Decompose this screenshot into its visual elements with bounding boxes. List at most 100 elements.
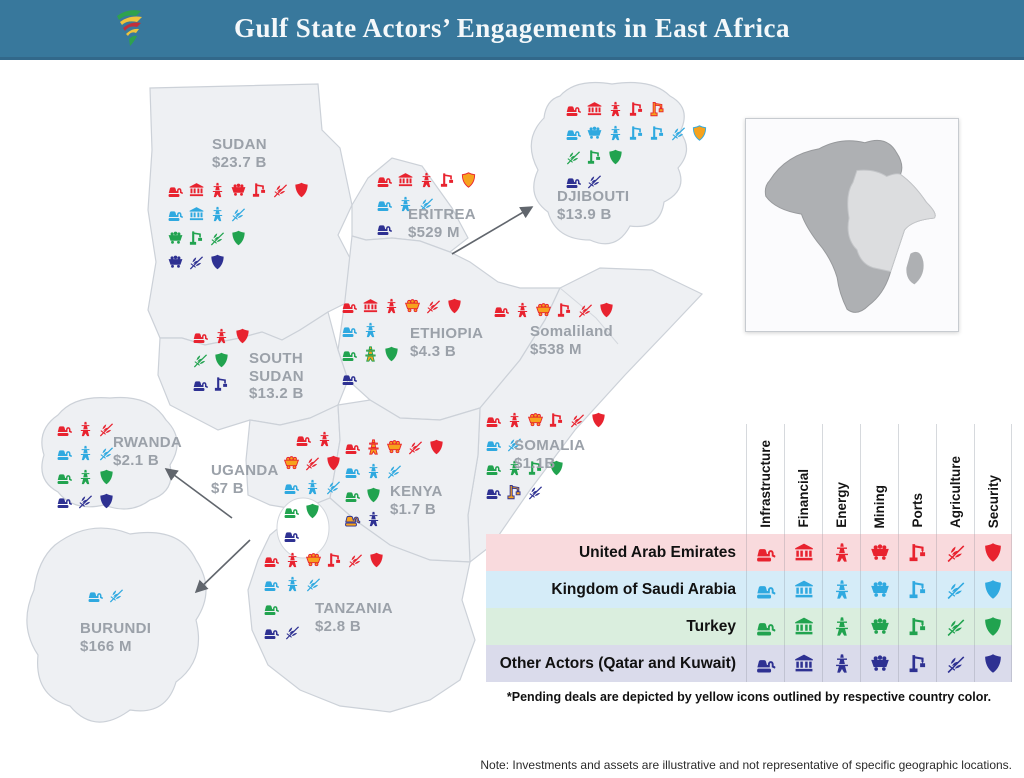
bank-icon — [792, 615, 816, 638]
legend-column-label: Ports — [910, 493, 925, 528]
mine-cart-icon — [868, 615, 892, 638]
port-crane-icon — [906, 541, 930, 564]
legend-column-label: Agriculture — [948, 455, 963, 528]
port-crane-icon — [906, 615, 930, 638]
legend-row-turkey: Turkey — [486, 608, 1012, 645]
excavator-icon — [754, 615, 778, 638]
legend-cell — [936, 571, 974, 608]
legend-row-uae: United Arab Emirates — [486, 534, 1012, 571]
wheat-icon — [944, 615, 968, 638]
legend-column-label: Security — [985, 474, 1001, 528]
arrow-to-djibouti — [451, 206, 534, 255]
legend-cell — [784, 534, 822, 571]
legend-column-header-security: Security — [974, 424, 1012, 534]
legend-cell — [974, 534, 1012, 571]
arrow-to-burundi — [194, 539, 251, 594]
legend-column-header-infrastructure: Infrastructure — [746, 424, 784, 534]
lake-victoria — [276, 497, 330, 559]
power-tower-icon — [830, 652, 854, 675]
shield-icon — [981, 652, 1005, 675]
power-tower-icon — [830, 578, 854, 601]
shield-icon — [981, 541, 1005, 564]
legend-row-label: Turkey — [686, 617, 736, 635]
legend-column-header-agriculture: Agriculture — [936, 424, 974, 534]
africa-locator-map — [745, 118, 959, 332]
wheat-icon — [944, 541, 968, 564]
legend-cell — [746, 571, 784, 608]
shield-icon — [981, 615, 1005, 638]
somaliland-border — [559, 287, 619, 345]
legend-cell — [746, 534, 784, 571]
port-crane-icon — [906, 578, 930, 601]
mine-cart-icon — [868, 652, 892, 675]
mine-cart-icon — [868, 541, 892, 564]
legend-column-label: Infrastructure — [758, 440, 773, 528]
arrow-to-rwanda — [164, 468, 233, 519]
legend-cell — [860, 571, 898, 608]
legend-cell — [822, 645, 860, 682]
legend-cell — [784, 571, 822, 608]
legend-cell — [898, 608, 936, 645]
shield-icon — [981, 578, 1005, 601]
legend-row-label: Kingdom of Saudi Arabia — [551, 580, 736, 598]
legend-column-header-ports: Ports — [898, 424, 936, 534]
title-bar: Gulf State Actors’ Engagements in East A… — [0, 0, 1024, 60]
bank-icon — [792, 652, 816, 675]
legend-cell — [974, 608, 1012, 645]
legend-row-label: Other Actors (Qatar and Kuwait) — [499, 654, 736, 672]
map-shape-djibouti-inset — [530, 81, 688, 245]
legend-row-label: United Arab Emirates — [578, 543, 736, 561]
legend-cell — [860, 645, 898, 682]
bank-icon — [792, 541, 816, 564]
legend-cell — [898, 645, 936, 682]
legend-cell — [822, 571, 860, 608]
legend-cell — [898, 571, 936, 608]
madagascar — [906, 251, 924, 285]
legend-cell — [936, 608, 974, 645]
legend-row-ksa: Kingdom of Saudi Arabia — [486, 571, 1012, 608]
legend-cell — [822, 608, 860, 645]
legend-columns: Infrastructure Financial Energy Mining Ports… — [746, 424, 1012, 534]
legend-cell — [822, 534, 860, 571]
power-tower-icon — [830, 541, 854, 564]
map-shape-sudan — [147, 83, 353, 346]
port-crane-icon — [906, 652, 930, 675]
excavator-icon — [754, 541, 778, 564]
legend-cell — [974, 645, 1012, 682]
map-shape-burundi-inset — [26, 527, 207, 723]
legend-column-label: Energy — [834, 482, 849, 528]
legend-cell — [746, 645, 784, 682]
legend-column-header-financial: Financial — [784, 424, 822, 534]
legend-cell — [860, 534, 898, 571]
bank-icon — [792, 578, 816, 601]
excavator-icon — [754, 578, 778, 601]
map-shape-rwanda-inset — [41, 396, 178, 510]
legend-cell — [784, 608, 822, 645]
wheat-icon — [944, 578, 968, 601]
legend-cell — [974, 571, 1012, 608]
legend-cell — [784, 645, 822, 682]
map-shape-eritrea — [351, 157, 469, 253]
africa-swoosh-logo — [117, 10, 142, 46]
power-tower-icon — [830, 615, 854, 638]
legend-rows: United Arab Emirates Kingdom of Saudi Ara… — [486, 534, 1012, 682]
legend-column-label: Financial — [796, 469, 811, 528]
mine-cart-icon — [868, 578, 892, 601]
legend-row-other: Other Actors (Qatar and Kuwait) — [486, 645, 1012, 682]
excavator-icon — [754, 652, 778, 675]
legend-cell — [936, 534, 974, 571]
legend-cell — [898, 534, 936, 571]
legend-table: Infrastructure Financial Energy Mining Ports… — [486, 424, 1012, 704]
wheat-icon — [944, 652, 968, 675]
legend-column-header-mining: Mining — [860, 424, 898, 534]
page-title: Gulf State Actors’ Engagements in East A… — [234, 13, 790, 43]
legend-cell — [746, 608, 784, 645]
legend-cell — [936, 645, 974, 682]
legend-footnote: *Pending deals are depicted by yellow ic… — [506, 690, 992, 704]
east-africa-highlight — [847, 169, 936, 273]
legend-cell — [860, 608, 898, 645]
legend-column-label: Mining — [872, 484, 887, 529]
legend-column-header-energy: Energy — [822, 424, 860, 534]
map-shape-somalia — [467, 267, 704, 564]
